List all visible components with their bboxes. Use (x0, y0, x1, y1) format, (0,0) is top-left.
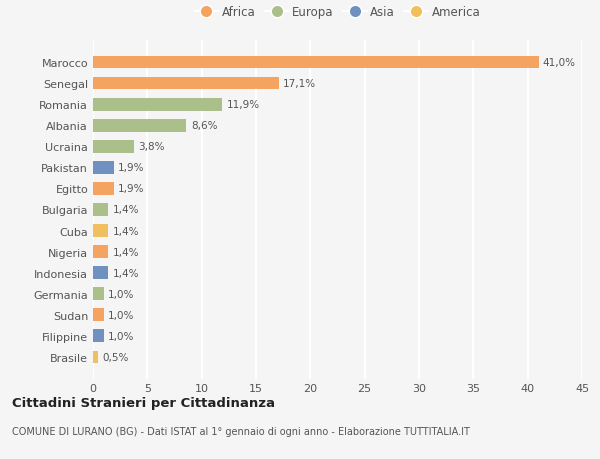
Bar (93, 56, 539, 69)
Text: 1,0%: 1,0% (108, 310, 134, 320)
Bar (93, 351, 98, 364)
Text: 0,5%: 0,5% (103, 352, 129, 362)
Text: 1,4%: 1,4% (113, 247, 139, 257)
Bar (93, 246, 108, 258)
Bar (93, 225, 108, 237)
Text: 3,8%: 3,8% (139, 142, 165, 152)
Text: 1,4%: 1,4% (113, 268, 139, 278)
Text: 1,0%: 1,0% (108, 289, 134, 299)
Text: 1,9%: 1,9% (118, 163, 145, 173)
Bar (93, 78, 279, 90)
Bar (93, 204, 108, 216)
Text: 41,0%: 41,0% (543, 58, 576, 68)
Bar (93, 140, 134, 153)
Bar (93, 330, 104, 342)
Bar (93, 99, 223, 111)
Text: 1,9%: 1,9% (118, 184, 145, 194)
Text: 1,0%: 1,0% (108, 331, 134, 341)
Text: 11,9%: 11,9% (227, 100, 260, 110)
Legend: Africa, Europa, Asia, America: Africa, Europa, Asia, America (192, 3, 483, 21)
Text: 1,4%: 1,4% (113, 205, 139, 215)
Text: Cittadini Stranieri per Cittadinanza: Cittadini Stranieri per Cittadinanza (12, 396, 275, 409)
Bar (93, 267, 108, 280)
Bar (93, 162, 113, 174)
Text: COMUNE DI LURANO (BG) - Dati ISTAT al 1° gennaio di ogni anno - Elaborazione TUT: COMUNE DI LURANO (BG) - Dati ISTAT al 1°… (12, 426, 470, 436)
Bar (93, 309, 104, 321)
Text: 1,4%: 1,4% (113, 226, 139, 236)
Text: 17,1%: 17,1% (283, 79, 316, 89)
Text: 8,6%: 8,6% (191, 121, 217, 131)
Bar (93, 183, 113, 195)
Bar (93, 288, 104, 300)
Bar (93, 120, 187, 132)
